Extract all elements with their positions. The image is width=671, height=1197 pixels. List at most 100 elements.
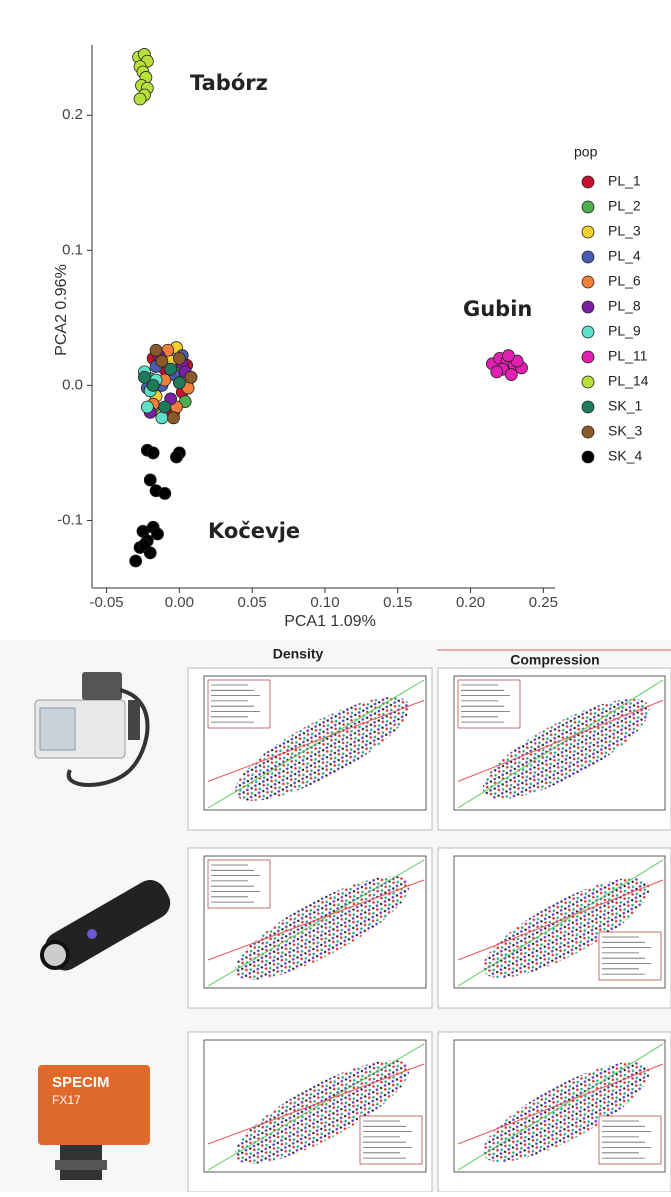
mini-plot-frame xyxy=(203,675,427,811)
point xyxy=(170,450,183,464)
legend-label: PL_2 xyxy=(608,198,641,214)
mini-stats-box xyxy=(598,1115,662,1165)
legend-marker xyxy=(581,225,595,239)
mini-fit-line xyxy=(207,1063,425,1145)
device-model: FX17 xyxy=(52,1093,81,1107)
mini-ideal-line xyxy=(207,1043,425,1171)
legend-label: SK_4 xyxy=(608,448,642,464)
mini-stats-box xyxy=(359,1115,423,1165)
point xyxy=(146,446,160,460)
legend-marker xyxy=(581,350,595,364)
point xyxy=(129,554,143,568)
x-tick-label: -0.05 xyxy=(89,594,123,611)
mini-point-cloud xyxy=(235,697,410,801)
legend-label: PL_14 xyxy=(608,373,649,389)
point xyxy=(158,487,172,500)
point xyxy=(490,365,504,379)
mini-point-cloud xyxy=(482,698,650,800)
legend-marker xyxy=(581,250,595,264)
pca-chart: PCA1 1.09% PCA2 0.96% pop -0.05 0.00 0.05 0… xyxy=(53,45,649,630)
point xyxy=(167,411,180,425)
panel-heading: Compression xyxy=(510,652,599,668)
mini-ideal-line xyxy=(457,859,664,987)
mini-fit-line xyxy=(207,699,425,782)
mini-fit-line xyxy=(457,879,664,961)
mini-point-cloud xyxy=(482,878,650,978)
mini-ideal-line xyxy=(457,1043,664,1171)
legend-label: PL_8 xyxy=(608,298,641,314)
legend-label: SK_3 xyxy=(608,423,642,439)
mini-point-cloud xyxy=(235,876,410,980)
y-tick-label: -0.1 xyxy=(57,511,83,528)
x-tick-label: 0.10 xyxy=(310,594,339,611)
legend-label: PL_1 xyxy=(608,173,641,189)
y-axis-title: PCA2 0.96% xyxy=(53,264,70,356)
mini-plot-frame xyxy=(203,855,427,989)
point xyxy=(155,354,169,368)
annotation: Tabórz xyxy=(190,71,268,95)
point xyxy=(138,370,151,384)
device-benchtop xyxy=(34,672,150,787)
device-handheld xyxy=(40,880,171,971)
legend-marker xyxy=(581,175,595,189)
legend-label: PL_3 xyxy=(608,223,641,239)
point xyxy=(140,400,154,414)
legend-marker xyxy=(581,300,595,314)
legend-marker xyxy=(581,450,595,464)
legend-title: pop xyxy=(574,144,598,160)
x-tick-label: 0.25 xyxy=(529,594,558,611)
x-tick-label: 0.05 xyxy=(238,594,267,611)
mini-ideal-line xyxy=(457,679,664,809)
mini-stats-box xyxy=(207,859,271,909)
mini-plot-frame xyxy=(203,1039,427,1173)
legend-marker xyxy=(581,200,595,214)
point xyxy=(172,351,186,365)
x-tick-label: 0.20 xyxy=(456,594,485,611)
x-axis-title: PCA1 1.09% xyxy=(284,613,376,630)
point xyxy=(164,362,178,376)
legend-label: PL_11 xyxy=(608,348,648,364)
point xyxy=(146,378,160,392)
mini-ideal-line xyxy=(207,859,425,987)
y-tick-label: 0.2 xyxy=(62,106,83,123)
x-tick-label: 0.00 xyxy=(165,594,194,611)
mini-stats-box xyxy=(457,679,521,729)
mini-point-cloud xyxy=(482,1062,650,1162)
device-brand: SPECIM xyxy=(52,1074,110,1091)
mini-plot-frame xyxy=(453,675,666,811)
annotation: Kočevje xyxy=(208,519,300,543)
mini-fit-line xyxy=(457,699,664,782)
point xyxy=(149,343,163,357)
mini-stats-box xyxy=(207,679,271,729)
y-tick-label: 0.1 xyxy=(62,241,83,258)
annotation: Gubin xyxy=(463,297,532,321)
legend-label: PL_9 xyxy=(608,323,641,339)
legend-marker xyxy=(581,425,595,439)
instrument-panels: Density Compression SPECIM FX17 xyxy=(34,646,671,1193)
legend-label: PL_4 xyxy=(608,248,641,264)
point xyxy=(138,538,151,552)
point xyxy=(151,527,164,541)
mini-ideal-line xyxy=(207,679,425,809)
panel-heading: Density xyxy=(273,646,324,662)
x-tick-label: 0.15 xyxy=(383,594,412,611)
mini-fit-line xyxy=(457,1063,664,1145)
device-camera: SPECIM FX17 xyxy=(38,1065,150,1180)
point xyxy=(133,92,147,106)
mini-plot-frame xyxy=(453,1039,666,1173)
point xyxy=(184,370,198,384)
legend-marker xyxy=(581,400,595,414)
point xyxy=(155,411,169,425)
point xyxy=(502,349,515,363)
point xyxy=(172,376,186,390)
legend-marker xyxy=(581,325,595,339)
legend-label: SK_1 xyxy=(608,398,642,414)
point xyxy=(158,400,172,414)
point xyxy=(504,368,518,381)
point xyxy=(143,473,157,487)
mini-stats-box xyxy=(598,931,662,981)
mini-point-cloud xyxy=(235,1060,410,1164)
legend-label: PL_6 xyxy=(608,273,641,289)
legend-marker xyxy=(581,275,595,289)
